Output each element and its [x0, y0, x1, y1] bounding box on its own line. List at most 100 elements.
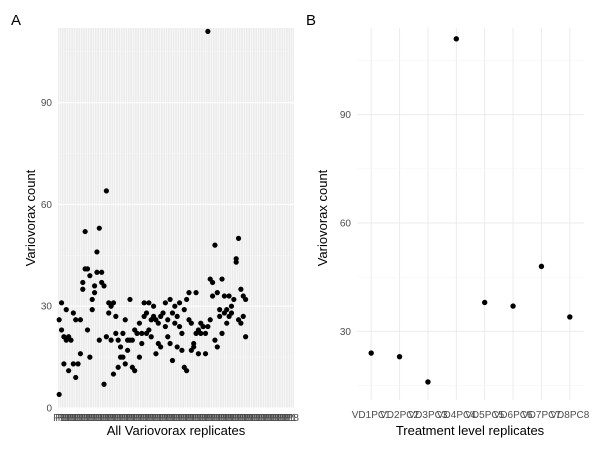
panel-a-point [202, 351, 209, 357]
panel-a-point [103, 188, 109, 194]
panel-a-x-tick-label: P8 [287, 413, 300, 424]
panel-a-x-axis-title: All Variovorax replicates [107, 423, 246, 438]
panel-a-x-tick-label: P1 [242, 413, 255, 424]
panel-a-point [106, 310, 112, 316]
panel-a-point [143, 310, 150, 316]
panel-a-point [179, 347, 185, 353]
panel-a-point [205, 323, 211, 330]
panel-a-point [89, 296, 95, 303]
panel-a-x-tick-label: P1 [235, 413, 248, 424]
panel-a-x-tick-label: P1 [91, 413, 104, 424]
panel-a-point [184, 368, 190, 374]
panel-a-x-tick-label: P1 [237, 413, 250, 424]
panel-a-point [80, 286, 86, 292]
panel-a-x-tick-label: P1 [280, 413, 293, 424]
panel-a-x-tick-label: P1 [263, 413, 276, 424]
panel-b-point [481, 299, 488, 306]
panel-a-y-ticks: 0 30 60 90 [41, 98, 53, 414]
panel-a-point [238, 320, 244, 326]
panel-a-x-tick-label: P1 [122, 413, 135, 424]
panel-a-x-tick-label: P1 [124, 413, 137, 424]
panel-a-x-tick-label: P1 [103, 413, 116, 424]
panel-a-x-tick-label: P1 [63, 413, 76, 424]
panel-a-x-tick-label: P1 [162, 413, 175, 424]
panel-a-point [217, 313, 223, 319]
panel-b-point [453, 36, 460, 42]
panel-a-point [205, 28, 211, 34]
panel-a-point [146, 300, 152, 306]
panel-a-point [176, 300, 183, 306]
panel-b-gridlines [357, 28, 584, 400]
panel-a-point [129, 337, 135, 343]
panel-a-x-tick-label: P1 [209, 413, 222, 424]
panel-a-x-ticks: P1P1P1P1P1P1P1P1P1P1P1P1P1P1P1P1P1P1P1P1… [53, 413, 299, 424]
panel-a-point [132, 368, 138, 374]
panel-a-point [70, 361, 76, 367]
panel-a-x-tick-label: P1 [86, 413, 99, 424]
panel-b-x-tick-label: VD4PC4 [437, 410, 476, 421]
panel-a-point [63, 307, 69, 313]
panel-a-x-tick-label: P1 [277, 413, 290, 424]
panel-a-x-tick-label: P1 [77, 413, 90, 424]
panel-a-x-tick-label: P1 [131, 413, 144, 424]
panel-a-point [238, 286, 244, 292]
panel-a-point [139, 330, 145, 336]
panel-a-y-axis-title: Variovorax count [23, 169, 38, 266]
panel-a-x-tick-label: P1 [93, 413, 106, 424]
panel-a-point [122, 317, 128, 323]
panel-a-x-tick-label: P1 [150, 413, 163, 424]
panel-a-x-tick-label: P1 [273, 413, 286, 424]
panel-a-x-tick-label: P1 [145, 413, 158, 424]
panel-a-x-tick-label: P1 [188, 413, 201, 424]
panel-a-point [228, 303, 235, 309]
panel-a-x-tick-label: P1 [214, 413, 227, 424]
panel-a-point [94, 269, 100, 275]
panel-a-x-tick-label: P1 [268, 413, 281, 424]
panel-b-point [538, 263, 545, 270]
panel-a-point [84, 327, 91, 333]
panel-a-point [198, 330, 204, 336]
panel-a-x-tick-label: P1 [230, 413, 243, 424]
panel-a-point [207, 317, 213, 323]
panel-a-x-tick-label: P1 [67, 413, 80, 424]
panel-b-point [396, 353, 403, 360]
panel-a-point [110, 371, 117, 377]
panel-a-point [66, 368, 72, 374]
panel-a-x-tick-label: P1 [166, 413, 179, 424]
panel-a-point [186, 290, 192, 296]
panel-b-y-tick-label: 60 [340, 219, 352, 230]
panel-a-x-tick-label: P1 [178, 413, 191, 424]
panel-a-point [77, 317, 84, 323]
panel-a-x-tick-label: P1 [218, 413, 231, 424]
panel-b-x-ticks: VD1PC1VD2PC2VD3PC3VD4PC4VD5PC5VD6PC6VD7P… [352, 410, 590, 421]
panel-a-y-tick-label: 0 [46, 404, 52, 415]
panel-a-point [167, 296, 173, 303]
panel-a-point [158, 344, 164, 350]
panel-b-point [368, 350, 374, 356]
panel-a-y-tick-label: 90 [41, 98, 53, 109]
panel-a-point [136, 320, 143, 326]
panel-a-point [172, 303, 178, 309]
panel-a-point [122, 361, 128, 367]
panel-a-x-tick-label: P1 [171, 413, 184, 424]
panel-a-x-tick-label: P1 [211, 413, 224, 424]
panel-a-point [231, 296, 237, 303]
panel-a-x-tick-label: P1 [72, 413, 85, 424]
panel-a-x-tick-label: P1 [79, 413, 92, 424]
panel-a-x-tick-label: P1 [129, 413, 142, 424]
panel-a-x-tick-label: P1 [216, 413, 229, 424]
panel-a-point [169, 310, 176, 316]
panel-b-x-tick-label: VD2PC2 [380, 410, 419, 421]
panel-a-x-tick-label: P1 [107, 413, 120, 424]
panel-a-x-tick-label: P1 [270, 413, 283, 424]
panel-a-x-tick-label: P1 [202, 413, 215, 424]
panel-a-point [80, 279, 86, 286]
panel-a-x-tick-label: P1 [221, 413, 234, 424]
panel-a-point [209, 279, 216, 286]
panel-a-point [226, 293, 232, 299]
panel-a-x-tick-label: P1 [169, 413, 182, 424]
panel-a-gridlines [58, 28, 294, 409]
panel-a-x-tick-label: P1 [181, 413, 194, 424]
panel-a-point [117, 344, 124, 350]
